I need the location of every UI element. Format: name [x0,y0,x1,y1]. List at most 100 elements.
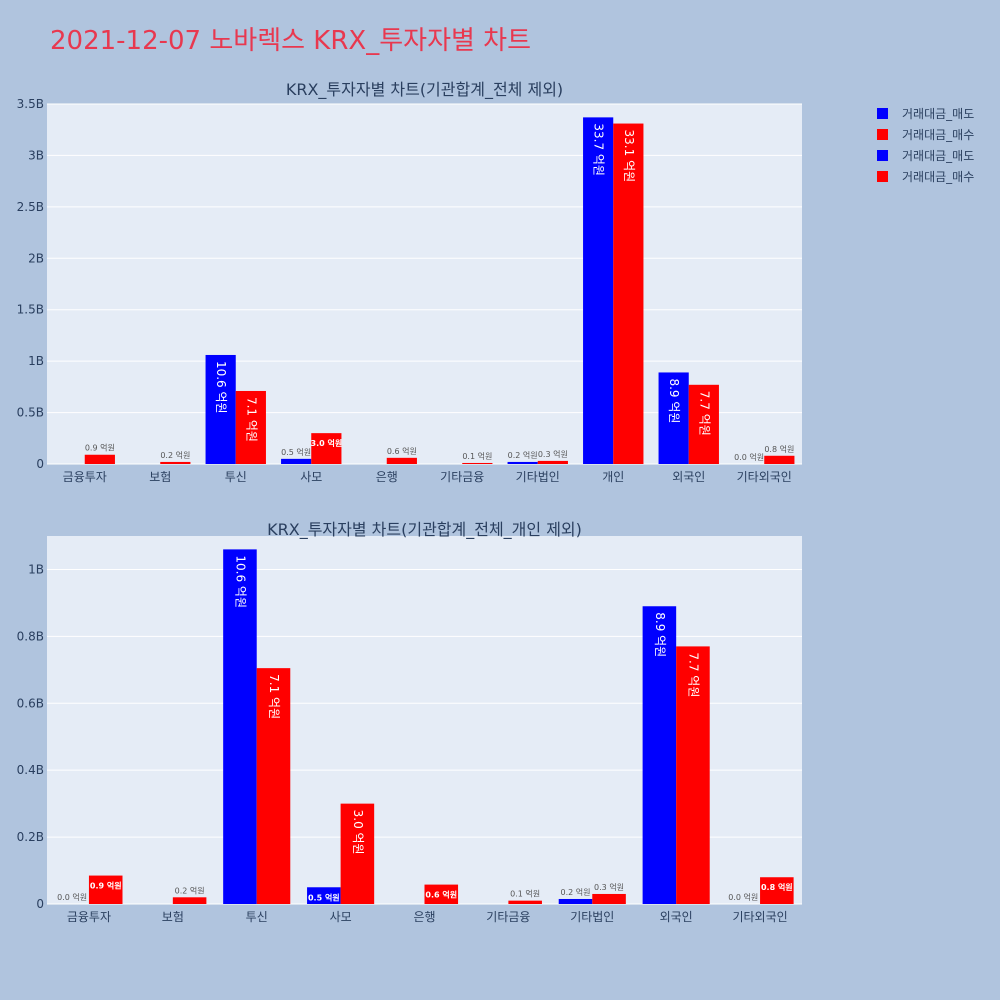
bar-sell[interactable] [658,372,689,464]
bar-value-label: 0.6 억원 [387,446,417,456]
bar-value-label: 0.5 억원 [308,892,340,902]
bar-sell[interactable] [583,117,614,464]
legend-label-1: 거래대금_매수 [902,128,974,142]
chart-bottom: KRX_투자자별 차트(기관합계_전체_개인 제외) 0 0.2B 0.4B 0.6B 0… [17,520,802,924]
bar-buy[interactable] [88,875,123,904]
bar-buy[interactable] [508,900,542,904]
bar-value-label: 8.9 억원 [653,612,667,657]
x-tick-label: 은행 [413,909,435,924]
legend-label-3: 거래대금_매수 [902,170,974,184]
bar-value-label: 0.0 억원 [734,452,764,462]
bar-value-label: 3.0 억원 [311,438,343,448]
bar-buy[interactable] [256,668,291,904]
legend-swatch-2[interactable] [877,150,888,161]
bar-buy[interactable] [688,384,719,464]
y-tick-label: 0 [36,897,44,911]
bar-value-label: 0.9 억원 [90,881,122,891]
x-tick-label: 은행 [376,469,398,484]
bar-value-label: 7.7 억원 [697,391,711,436]
x-tick-label: 투신 [225,470,247,484]
y-tick-label: 1.5B [17,303,44,317]
x-tick-label: 금융투자 [67,910,111,924]
bar-buy[interactable] [592,893,626,904]
y-tick-label: 3.5B [17,97,44,111]
y-tick-label: 3B [28,148,44,162]
bar-buy[interactable] [340,803,375,904]
bar-value-label: 0.2 억원 [160,450,190,460]
bar-buy[interactable] [386,457,417,464]
bar-value-label: 0.8 억원 [761,882,793,892]
bar-value-label: 0.2 억원 [508,450,538,460]
bar-value-label: 7.1 억원 [267,674,281,719]
x-tick-label: 외국인 [660,910,693,924]
bar-sell[interactable] [642,606,677,904]
bar-value-label: 0.8 억원 [764,444,794,454]
bar-sell[interactable] [223,549,257,904]
x-tick-label: 외국인 [672,470,705,484]
bar-buy[interactable] [760,877,794,904]
y-tick-label: 0 [36,457,44,471]
bar-buy[interactable] [613,123,644,465]
bar-value-label: 33.1 억원 [622,130,636,183]
x-tick-label: 보험 [162,910,184,924]
bar-sell[interactable] [281,458,312,464]
bar-value-label: 7.1 억원 [244,397,258,442]
bar-value-label: 0.9 억원 [85,443,115,453]
x-tick-label: 기타금융 [440,470,484,484]
bar-value-label: 0.2 억원 [175,885,205,895]
bar-buy[interactable] [84,454,115,464]
bar-value-label: 0.2 억원 [561,887,591,897]
bar-value-label: 0.3 억원 [538,449,568,459]
page-title: 2021-12-07 노바렉스 KRX_투자자별 차트 [50,26,531,56]
bar-value-label: 0.0 억원 [57,892,87,902]
legend-swatch-0[interactable] [877,108,888,119]
bar-sell[interactable] [205,354,236,464]
x-tick-label: 기타외국인 [737,470,792,484]
bar-sell[interactable] [507,461,538,464]
y-tick-label: 0.4B [17,763,44,777]
y-tick-label: 2.5B [17,200,44,214]
y-tick-label: 0.2B [17,830,44,844]
bar-buy[interactable] [311,433,342,464]
x-tick-label: 금융투자 [63,470,107,484]
bar-value-label: 0.5 억원 [281,447,311,457]
x-tick-label: 기타법인 [570,910,614,924]
x-tick-label: 개인 [602,470,624,484]
bar-sell[interactable] [558,898,593,904]
bar-value-label: 0.6 억원 [425,890,457,900]
legend-swatch-1[interactable] [877,129,888,140]
x-tick-label: 기타금융 [486,910,530,924]
bar-value-label: 10.6 억원 [233,555,247,608]
x-tick-label: 기타외국인 [732,910,787,924]
bar-value-label: 0.0 억원 [728,892,758,902]
x-tick-label: 보험 [149,470,171,484]
y-tick-label: 0.5B [17,406,44,420]
chart-top: KRX_투자자별 차트(기관합계_전체 제외) 0 0.5B 1B 1.5B 2B 2.5B… [17,80,802,484]
y-tick-label: 1B [28,562,44,576]
bar-buy[interactable] [172,897,207,904]
bar-value-label: 0.1 억원 [510,889,540,899]
bar-buy[interactable] [764,455,795,464]
bar-buy[interactable] [160,461,191,464]
y-tick-label: 2B [28,251,44,265]
bar-sell[interactable] [307,887,341,904]
y-tick-label: 0.6B [17,696,44,710]
x-tick-label: 사모 [330,910,352,924]
x-tick-label: 기타법인 [516,470,560,484]
bar-buy[interactable] [235,390,266,464]
bar-value-label: 10.6 억원 [214,361,228,414]
bar-value-label: 3.0 억원 [351,810,365,855]
bar-buy[interactable] [676,646,710,904]
x-tick-label: 투신 [246,910,268,924]
bar-value-label: 33.7 억원 [592,123,606,176]
legend-swatch-3[interactable] [877,171,888,182]
y-tick-label: 1B [28,354,44,368]
bar-value-label: 7.7 억원 [686,652,700,697]
chart-title: KRX_투자자별 차트(기관합계_전체 제외) [286,80,563,100]
bar-buy[interactable] [424,884,459,904]
bar-buy[interactable] [462,462,493,464]
bar-value-label: 0.3 억원 [594,882,624,892]
bar-buy[interactable] [537,460,568,464]
